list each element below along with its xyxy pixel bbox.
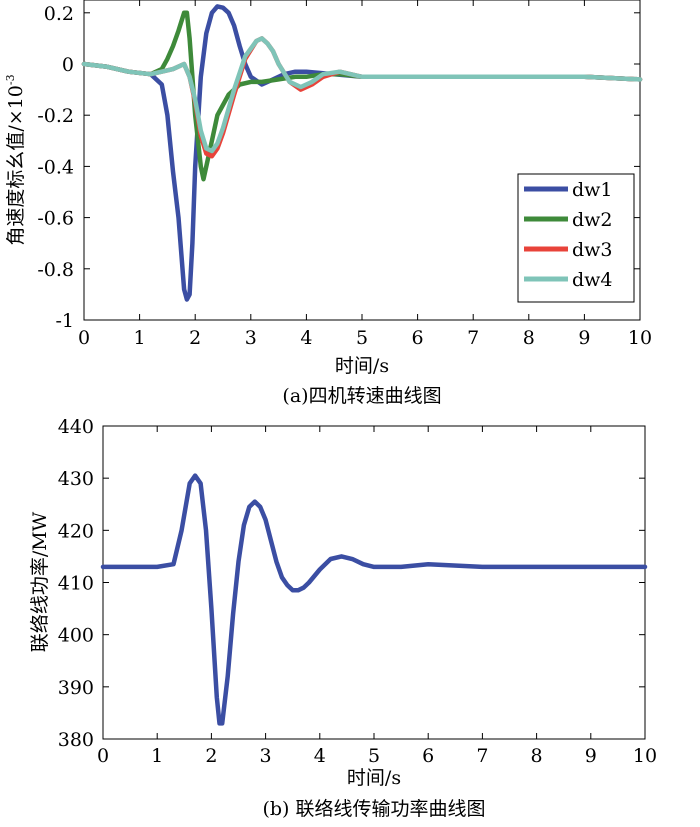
x-tick-label: 1 bbox=[151, 745, 163, 767]
y-axis-label-exponent: -3 bbox=[4, 74, 17, 85]
x-tick-label: 8 bbox=[531, 745, 543, 767]
x-tick-label: 4 bbox=[314, 745, 326, 767]
y-tick-label: 0 bbox=[62, 54, 74, 76]
legend-label-dw4: dw4 bbox=[572, 269, 613, 291]
y-tick-label: -0.8 bbox=[37, 259, 74, 281]
y-tick-labels: 440 430 420 410 400 390 380 bbox=[58, 416, 94, 751]
x-tick-label: 8 bbox=[523, 327, 535, 349]
chart-a-speed-curves: 0.2 0 -0.2 -0.4 -0.6 -0.8 -1 0 1 2 3 4 5 6 7 8 9 10 时间/s… bbox=[4, 0, 652, 407]
x-tick-labels: 0 1 2 3 4 5 6 7 8 9 10 bbox=[97, 745, 657, 767]
x-tick-label: 9 bbox=[578, 327, 590, 349]
x-tick-label: 2 bbox=[189, 327, 201, 349]
y-tick-label: 0.2 bbox=[44, 3, 74, 25]
x-tick-label: 3 bbox=[260, 745, 272, 767]
dw4-series-line bbox=[81, 36, 643, 154]
y-axis-label: 角速度标幺值/×10-3 bbox=[4, 74, 27, 245]
x-tick-label: 5 bbox=[368, 745, 380, 767]
chart-caption: (b) 联络线传输功率曲线图 bbox=[262, 798, 485, 820]
x-tick-labels: 0 1 2 3 4 5 6 7 8 9 10 bbox=[78, 327, 652, 349]
x-tick-label: 1 bbox=[134, 327, 146, 349]
y-tick-labels: 0.2 0 -0.2 -0.4 -0.6 -0.8 -1 bbox=[37, 3, 74, 332]
axis-ticks bbox=[102, 425, 646, 740]
x-tick-label: 10 bbox=[628, 327, 652, 349]
x-tick-label: 7 bbox=[476, 745, 488, 767]
y-tick-label: -0.2 bbox=[37, 105, 74, 127]
x-tick-label: 6 bbox=[422, 745, 434, 767]
x-axis-label: 时间/s bbox=[335, 355, 389, 377]
x-tick-label: 2 bbox=[205, 745, 217, 767]
legend-entries: dw1 dw2 dw3 dw4 bbox=[524, 179, 613, 291]
y-tick-label: -0.6 bbox=[37, 208, 74, 230]
x-tick-label: 0 bbox=[97, 745, 109, 767]
y-tick-label: 380 bbox=[58, 729, 94, 751]
legend: dw1 dw2 dw3 dw4 bbox=[517, 173, 635, 303]
axis-ticks bbox=[83, 0, 641, 321]
y-tick-label: 390 bbox=[58, 677, 94, 699]
legend-label-dw3: dw3 bbox=[572, 239, 613, 261]
legend-label-dw1: dw1 bbox=[572, 179, 613, 201]
x-axis-label: 时间/s bbox=[347, 767, 401, 789]
plot-area-frame bbox=[102, 425, 646, 740]
legend-label-dw2: dw2 bbox=[572, 209, 613, 231]
x-tick-label: 7 bbox=[467, 327, 479, 349]
x-tick-label: 3 bbox=[245, 327, 257, 349]
y-tick-label: 440 bbox=[58, 416, 94, 438]
y-tick-label: 400 bbox=[58, 625, 94, 647]
y-axis-label: 联络线功率/MW bbox=[29, 511, 51, 652]
x-tick-label: 6 bbox=[412, 327, 424, 349]
x-tick-label: 0 bbox=[78, 327, 90, 349]
y-axis-label-text: 角速度标幺值/×10 bbox=[5, 85, 27, 246]
chart-caption: (a)四机转速曲线图 bbox=[282, 385, 441, 407]
series-layer bbox=[81, 4, 643, 302]
y-tick-label: 430 bbox=[58, 468, 94, 490]
y-tick-label: -0.4 bbox=[37, 156, 74, 178]
x-tick-label: 10 bbox=[633, 745, 657, 767]
series-layer bbox=[100, 473, 648, 726]
y-tick-label: -1 bbox=[55, 310, 74, 332]
power-series-line bbox=[100, 473, 648, 726]
y-tick-label: 410 bbox=[58, 573, 94, 595]
x-tick-label: 5 bbox=[356, 327, 368, 349]
y-tick-label: 420 bbox=[58, 520, 94, 542]
x-tick-label: 9 bbox=[585, 745, 597, 767]
x-tick-label: 4 bbox=[300, 327, 312, 349]
